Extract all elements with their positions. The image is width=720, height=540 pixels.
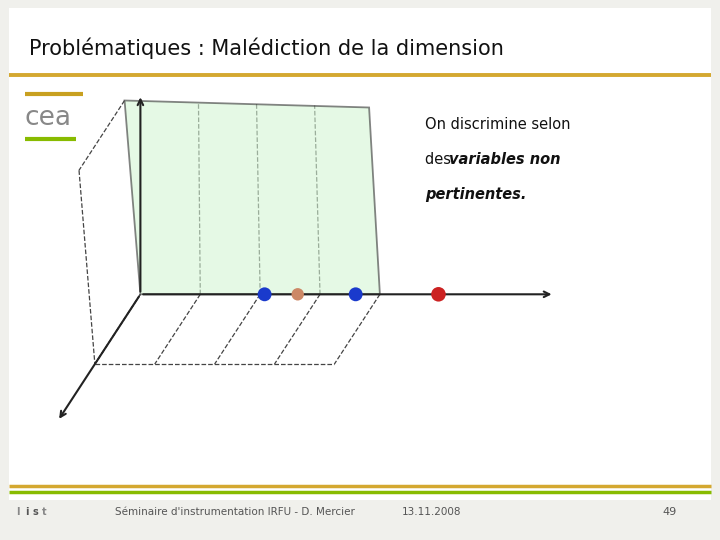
Point	[292, 290, 304, 299]
Text: cea: cea	[24, 105, 71, 131]
Text: On discrimine selon: On discrimine selon	[425, 117, 570, 132]
Text: 13.11.2008: 13.11.2008	[402, 507, 462, 517]
Text: t: t	[42, 507, 46, 517]
FancyBboxPatch shape	[9, 8, 711, 500]
Point	[259, 290, 271, 299]
Text: 49: 49	[662, 507, 677, 517]
Point	[350, 290, 361, 299]
Point	[433, 290, 444, 299]
Text: i: i	[25, 507, 28, 517]
Polygon shape	[125, 100, 380, 294]
Text: des: des	[425, 152, 456, 167]
Text: l: l	[17, 507, 19, 517]
Text: variables non: variables non	[449, 152, 560, 167]
Text: Séminaire d'instrumentation IRFU - D. Mercier: Séminaire d'instrumentation IRFU - D. Me…	[115, 507, 355, 517]
Text: s: s	[32, 507, 38, 517]
Text: Problématiques : Malédiction de la dimension: Problématiques : Malédiction de la dimen…	[29, 38, 504, 59]
Text: pertinentes.: pertinentes.	[425, 187, 526, 202]
